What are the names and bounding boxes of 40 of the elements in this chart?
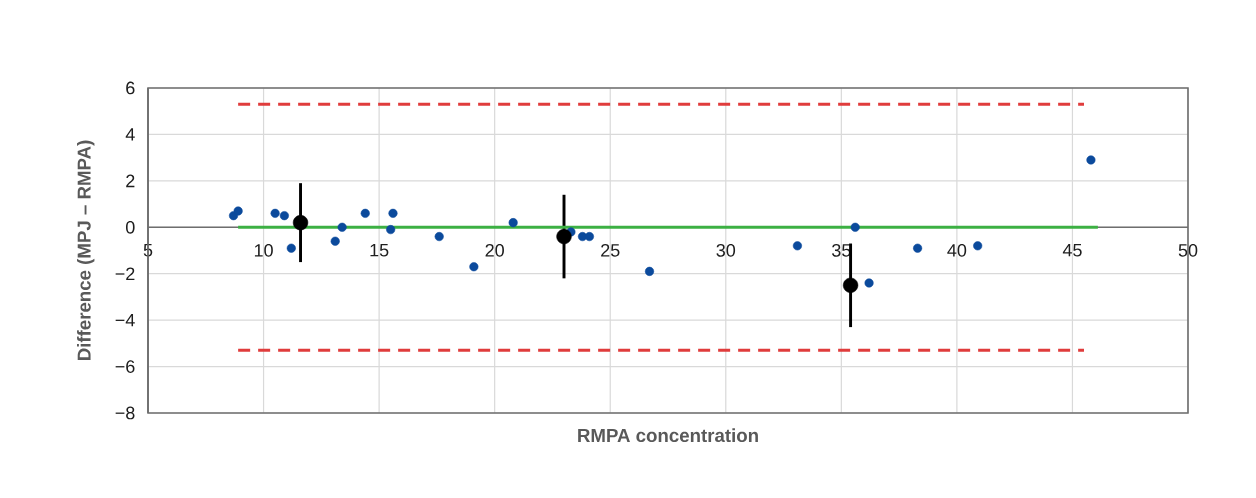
point [360,208,370,218]
point [1086,155,1096,165]
y-tick-label: −4 [115,313,135,327]
point [508,218,518,228]
y-axis-title: Difference (MPJ – RMPA) [77,140,95,361]
y-tick-label: −8 [115,406,135,420]
point [434,232,444,242]
x-tick-label: 20 [485,243,504,257]
y-tick-label: 0 [126,220,135,234]
x-tick-label: 25 [601,243,620,257]
y-tick-label: 6 [126,81,135,95]
x-tick-label: 10 [254,243,273,257]
point [913,243,923,253]
x-tick-label: 30 [716,243,736,257]
point [842,277,859,293]
point [292,215,309,231]
point [792,241,802,251]
point [386,225,396,235]
point [233,206,243,216]
y-tick-label: 2 [126,174,135,188]
point [286,243,296,253]
point [973,241,983,251]
x-tick-label: 50 [1178,243,1198,257]
point [469,262,479,272]
point [279,211,289,221]
x-tick-label: 40 [947,243,967,257]
point [330,236,340,246]
point [388,208,398,218]
point [850,222,860,232]
x-axis-title: RMPA concentration [578,428,758,443]
point [644,266,655,276]
y-tick-label: −2 [115,267,135,280]
y-tick-label: −6 [115,360,135,373]
x-tick-label: 15 [370,243,389,257]
y-tick-label: 4 [125,128,135,141]
point [556,228,572,245]
point [270,208,280,218]
x-tick-label: 45 [1062,243,1082,257]
point [337,222,347,232]
point [864,278,874,288]
